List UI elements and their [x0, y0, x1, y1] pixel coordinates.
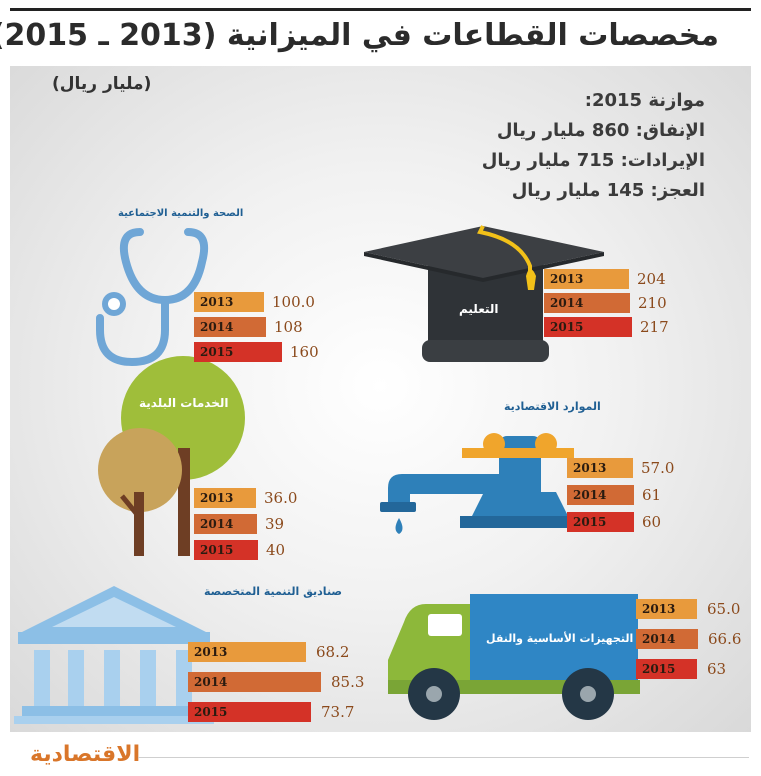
sector-title-funds: صناديق التنمية المتخصصة — [204, 585, 343, 598]
value-label-municipal-2014: 39 — [265, 515, 285, 533]
bar-funds-2014: 2014 — [188, 672, 321, 692]
value-label-economic-2015: 60 — [642, 513, 662, 531]
bar-economic-2015: 2015 — [567, 512, 634, 532]
value-label-municipal-2013: 36.0 — [264, 489, 298, 507]
top-rule — [10, 8, 751, 11]
bar-economic-2013: 2013 — [567, 458, 633, 478]
value-label-municipal-2015: 40 — [266, 541, 286, 559]
sector-title-education: التعليم — [459, 302, 499, 316]
bar-transport-2015: 2015 — [636, 659, 697, 679]
unit-label: (مليار ريال) — [52, 74, 152, 94]
value-label-education-2013: 204 — [637, 270, 666, 288]
budget-deficit: العجز: 145 مليار ريال — [511, 180, 705, 201]
budget-heading: موازنة 2015: — [584, 90, 705, 111]
bar-health-2014: 2014 — [194, 317, 266, 337]
bar-economic-2014: 2014 — [567, 485, 634, 505]
value-label-funds-2013: 68.2 — [316, 643, 350, 661]
publisher-logo: الاقتصادية — [30, 742, 141, 767]
faucet-icon — [380, 433, 578, 534]
value-label-economic-2014: 61 — [642, 486, 662, 504]
sector-title-transport: التجهيزات الأساسية والنقل — [486, 632, 634, 645]
bar-funds-2013: 2013 — [188, 642, 306, 662]
value-label-health-2015: 160 — [290, 343, 319, 361]
graduation-cap-icon — [364, 225, 604, 362]
value-label-funds-2014: 85.3 — [331, 673, 365, 691]
page-title: مخصصات القطاعات في الميزانية (2013 ـ 201… — [0, 18, 719, 53]
sector-title-economic: الموارد الاقتصادية — [504, 400, 601, 413]
value-label-transport-2014: 66.6 — [708, 630, 742, 648]
footer-rule — [138, 757, 749, 758]
stethoscope-icon — [96, 228, 209, 367]
value-label-funds-2015: 73.7 — [321, 703, 355, 721]
bar-education-2014: 2014 — [544, 293, 630, 313]
bar-municipal-2015: 2015 — [194, 540, 258, 560]
sector-title-municipal: الخدمات البلدية — [139, 396, 229, 410]
bar-education-2015: 2015 — [544, 317, 632, 337]
bar-municipal-2014: 2014 — [194, 514, 257, 534]
value-label-transport-2015: 63 — [707, 660, 727, 678]
bar-funds-2015: 2015 — [188, 702, 311, 722]
value-label-health-2014: 108 — [274, 318, 303, 336]
value-label-education-2015: 217 — [640, 318, 669, 336]
sector-title-health: الصحة والتنمية الاجتماعية — [118, 208, 244, 219]
budget-spending: الإنفاق: 860 مليار ريال — [496, 120, 705, 141]
value-label-education-2014: 210 — [638, 294, 667, 312]
truck-icon — [388, 594, 640, 720]
bar-education-2013: 2013 — [544, 269, 629, 289]
bar-health-2013: 2013 — [194, 292, 264, 312]
budget-revenue: الإيرادات: 715 مليار ريال — [481, 150, 705, 171]
value-label-transport-2013: 65.0 — [707, 600, 741, 618]
tree-icon — [98, 356, 245, 556]
bar-transport-2014: 2014 — [636, 629, 698, 649]
value-label-economic-2013: 57.0 — [641, 459, 675, 477]
building-icon — [14, 586, 214, 724]
bar-health-2015: 2015 — [194, 342, 282, 362]
bar-transport-2013: 2013 — [636, 599, 697, 619]
value-label-health-2013: 100.0 — [272, 293, 315, 311]
bar-municipal-2013: 2013 — [194, 488, 256, 508]
budget-summary: موازنة 2015: الإنفاق: 860 مليار ريال الإ… — [482, 86, 705, 206]
